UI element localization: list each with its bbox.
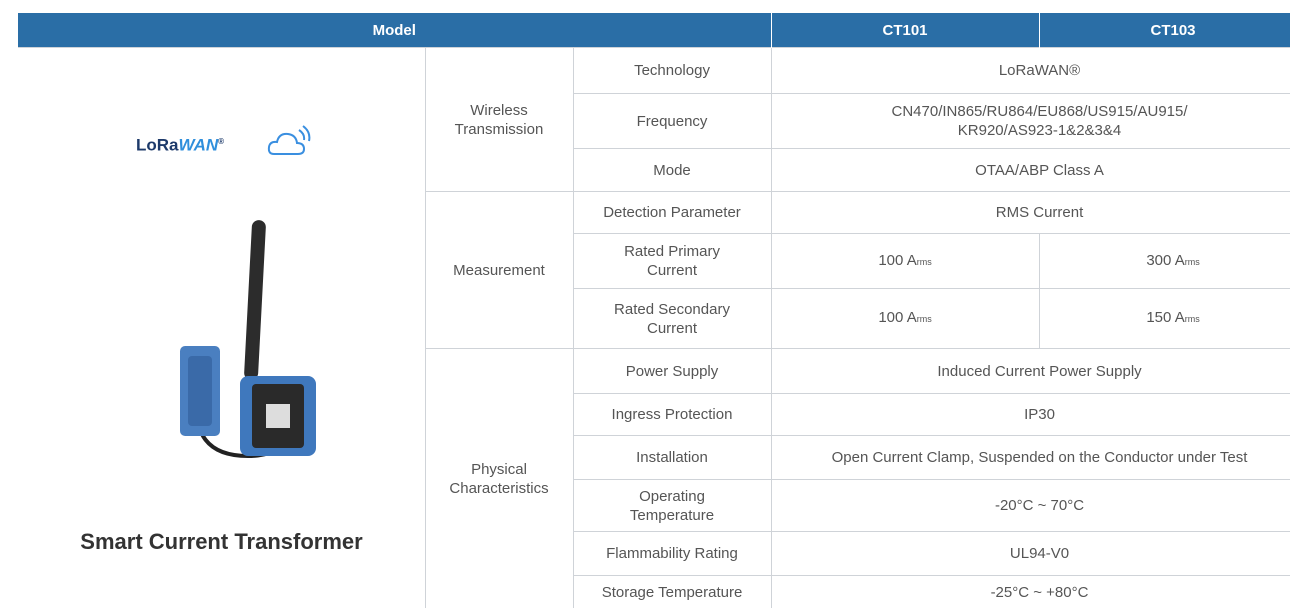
value: Open Current Clamp, Suspended on the Con… bbox=[770, 435, 1290, 480]
logo: LoRaWAN® bbox=[136, 132, 224, 155]
value-text: 150 A bbox=[1146, 309, 1185, 326]
group-label: Measurement bbox=[424, 191, 574, 349]
value: -25°C ~ +80°C bbox=[770, 575, 1290, 608]
parameter: Flammability Rating bbox=[572, 531, 772, 576]
cloud-icon bbox=[267, 125, 311, 155]
parameter: Rated Primary Current bbox=[572, 233, 772, 289]
text-line: Physical bbox=[471, 460, 527, 478]
parameter: Technology bbox=[572, 47, 772, 94]
value-box: -20°C ~ 70°C bbox=[994, 497, 1085, 514]
header-column: CT103 bbox=[1039, 13, 1290, 48]
value-box: Induced Current Power Supply bbox=[937, 362, 1142, 380]
value: 100 Arms bbox=[770, 288, 1040, 349]
value: UL94-V0 bbox=[770, 531, 1290, 576]
value-unit: rms bbox=[1184, 314, 1200, 324]
value-text: 100 A bbox=[878, 309, 917, 326]
value-unit: rms bbox=[916, 314, 932, 324]
text-line: Wireless bbox=[470, 101, 528, 119]
parameter: Ingress Protection bbox=[572, 393, 772, 436]
product-panel: LoRaWAN® Smart Current Transformer bbox=[18, 48, 425, 608]
product-cell: LoRaWAN® Smart Current Transformer bbox=[18, 47, 426, 608]
value-unit: rms bbox=[916, 256, 932, 267]
logo-part: ® bbox=[218, 137, 225, 146]
parameter: Rated Secondary Current bbox=[572, 288, 772, 349]
parameter: Power Supply bbox=[572, 348, 772, 394]
value-text: 300 A bbox=[1146, 251, 1185, 269]
header-model: Model bbox=[18, 13, 772, 48]
device-image bbox=[180, 220, 316, 459]
value: RMS Current bbox=[770, 191, 1290, 234]
table-row: Measurement Detection Parameter RMS Curren… bbox=[18, 191, 1290, 349]
value: 150 Arms bbox=[1038, 288, 1290, 349]
spec-table: Model CT101 CT103 LoRaWAN® Smart Current… bbox=[18, 13, 1290, 608]
value: Induced Current Power Supply bbox=[770, 348, 1290, 394]
text-line: Rated Primary bbox=[624, 243, 720, 260]
value: 300 Arms bbox=[1038, 233, 1290, 289]
product-name: Smart Current Transformer bbox=[80, 529, 363, 554]
parameter: Operating Temperature bbox=[572, 479, 772, 532]
parameter: Frequency bbox=[572, 93, 772, 149]
table-row: Mode OTAA/ABP Class A bbox=[18, 148, 1290, 192]
table-row: Ingress Protection IP30 bbox=[18, 393, 1290, 436]
text-line: Current bbox=[646, 262, 698, 279]
value: IP30 bbox=[770, 393, 1290, 436]
value-box: UL94-V0 bbox=[1009, 545, 1070, 562]
text-line: Current bbox=[646, 319, 698, 337]
value-text: 100 A bbox=[878, 251, 917, 269]
table-row: Frequency CN470/IN865/RU864/EU868/US915/A… bbox=[18, 93, 1290, 149]
logo-part: WAN bbox=[178, 135, 219, 155]
value: -20°C ~ 70°C bbox=[770, 479, 1290, 532]
text-line: Transmission bbox=[454, 120, 544, 138]
value-box: LoRaWAN® bbox=[998, 62, 1081, 79]
text-line: CN470/IN865/RU864/EU868/US915/AU915/ bbox=[891, 103, 1188, 120]
value: 100 Arms bbox=[770, 233, 1040, 289]
table-row: Flammability Rating UL94-V0 bbox=[18, 531, 1290, 576]
value-box: OTAA/ABP Class A bbox=[975, 161, 1104, 179]
value-box: -25°C ~ +80°C bbox=[990, 583, 1089, 601]
text-line: Operating bbox=[639, 487, 705, 505]
value: LoRaWAN® bbox=[770, 47, 1290, 94]
parameter: Detection Parameter bbox=[572, 191, 772, 234]
value-box: CN470/IN865/RU864/EU868/US915/AU915/KR92… bbox=[772, 102, 1290, 140]
parameter: Installation bbox=[572, 435, 772, 480]
parameter: Storage Temperature bbox=[572, 575, 772, 608]
value-box: RMS Current bbox=[995, 204, 1084, 221]
parameter: Mode bbox=[572, 148, 772, 192]
logo-part: LoRa bbox=[136, 135, 179, 155]
text-line: Temperature bbox=[629, 506, 715, 524]
value-box: IP30 bbox=[1024, 406, 1055, 423]
text-line: KR920/AS923-1&2&3&4 bbox=[957, 122, 1122, 139]
value-unit: rms bbox=[1184, 256, 1200, 267]
table-row: Storage Temperature -25°C ~ +80°C bbox=[18, 575, 1290, 608]
value-box: Open Current Clamp, Suspended on the Con… bbox=[831, 449, 1248, 466]
value: OTAA/ABP Class A bbox=[770, 148, 1290, 192]
group-label: Wireless Transmission bbox=[424, 47, 574, 192]
table-row: Rated Primary Current 100 Arms 300 Arms bbox=[18, 233, 1290, 289]
text-line: Characteristics bbox=[449, 479, 549, 497]
table-row: Physical Characteristics Power Supply Induc… bbox=[18, 348, 1290, 608]
table-row: Rated Secondary Current 100 Arms 150 Arms bbox=[18, 288, 1290, 349]
value: CN470/IN865/RU864/EU868/US915/AU915/KR92… bbox=[770, 93, 1290, 149]
header-column: CT101 bbox=[771, 13, 1040, 48]
text-line: Rated Secondary bbox=[614, 300, 730, 318]
group-label: Physical Characteristics bbox=[424, 348, 574, 608]
table-row: LoRaWAN® Smart Current Transformer Wirel… bbox=[18, 47, 1290, 608]
